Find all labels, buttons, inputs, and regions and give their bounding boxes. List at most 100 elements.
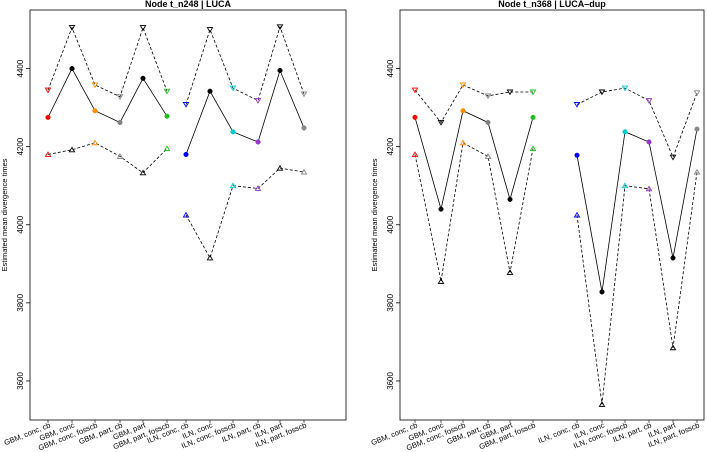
data-point-mean	[694, 126, 700, 132]
data-point-lower	[206, 254, 214, 261]
data-point-upper	[693, 90, 701, 97]
data-point-mean	[277, 67, 283, 74]
data-point-lower	[529, 145, 537, 152]
series-line-lower	[414, 142, 534, 282]
data-point-lower	[300, 168, 308, 175]
y-tick-label: 4400	[386, 59, 395, 77]
data-point-upper	[116, 94, 124, 100]
chart-panel-2: Node t_n368 | LUCA–dup Estimated mean div…	[370, 0, 705, 452]
data-point-upper	[411, 87, 419, 94]
data-point-upper	[300, 91, 308, 98]
data-point-lower	[669, 344, 677, 351]
data-point-upper	[139, 25, 147, 31]
data-point-lower	[645, 185, 653, 192]
data-point-lower	[598, 401, 606, 407]
chart-title: Node t_n368 | LUCA–dup	[498, 0, 606, 9]
plot-frame	[399, 9, 705, 421]
series-line-mean	[414, 110, 534, 210]
data-point-lower	[68, 146, 76, 153]
data-point-mean	[530, 114, 536, 120]
data-point-upper	[206, 27, 214, 33]
data-point-upper	[459, 82, 467, 89]
series-line-mean	[47, 67, 168, 123]
data-point-mean	[438, 206, 444, 212]
series-line-lower	[47, 142, 168, 174]
data-point-lower	[693, 168, 701, 175]
data-point-lower	[44, 151, 52, 157]
series-line-lower	[576, 171, 698, 405]
y-tick-label: 4400	[16, 59, 25, 77]
data-point-lower	[116, 153, 124, 159]
data-point-lower	[484, 153, 492, 159]
data-point-lower	[163, 145, 171, 152]
data-point-mean	[622, 129, 628, 135]
data-point-lower	[182, 211, 190, 218]
data-point-upper	[91, 82, 99, 89]
data-point-mean	[485, 119, 491, 126]
data-point-upper	[44, 87, 52, 94]
y-tick-label: 3800	[16, 293, 25, 311]
data-point-upper	[229, 85, 237, 92]
y-tick-label: 4000	[16, 215, 25, 233]
data-point-mean	[183, 151, 189, 158]
data-point-upper	[598, 89, 606, 96]
data-point-mean	[117, 119, 123, 126]
series-line-upper	[185, 25, 305, 105]
plot-frame	[29, 9, 347, 421]
data-point-lower	[621, 182, 629, 189]
y-tick-label: 4200	[386, 137, 395, 155]
data-point-upper	[182, 102, 190, 108]
data-point-upper	[254, 98, 262, 104]
y-tick-label: 3800	[386, 293, 395, 311]
chart-title: Node t_n248 | LUCA	[145, 0, 232, 9]
data-point-upper	[163, 88, 171, 95]
data-point-mean	[574, 152, 580, 158]
series-line-upper	[576, 87, 698, 159]
data-point-mean	[207, 88, 213, 94]
data-point-lower	[437, 278, 445, 284]
data-point-mean	[164, 113, 170, 119]
data-point-mean	[255, 139, 261, 145]
series-line-upper	[414, 84, 533, 124]
data-point-mean	[140, 75, 146, 81]
y-tick-label: 3600	[16, 372, 25, 390]
data-point-mean	[599, 289, 605, 295]
data-point-mean	[230, 129, 236, 135]
data-point-upper	[573, 102, 581, 108]
data-point-upper	[529, 89, 537, 96]
y-tick-label: 3600	[386, 372, 395, 390]
data-point-mean	[69, 66, 75, 72]
data-point-lower	[91, 139, 99, 146]
data-point-lower	[506, 269, 514, 275]
data-point-lower	[254, 185, 262, 191]
data-point-lower	[459, 139, 467, 146]
chart-panel-1: Node t_n248 | LUCA Estimated mean diverge…	[0, 0, 347, 452]
data-point-mean	[301, 125, 307, 131]
data-point-lower	[276, 164, 284, 171]
data-point-upper	[645, 98, 653, 104]
data-point-mean	[670, 255, 676, 261]
series-line-lower	[185, 167, 305, 259]
data-point-lower	[229, 182, 237, 189]
series-line-upper	[47, 26, 168, 98]
data-point-upper	[68, 25, 76, 31]
data-point-mean	[646, 139, 652, 145]
data-point-mean	[460, 108, 466, 114]
data-point-lower	[139, 169, 147, 176]
data-point-upper	[437, 120, 445, 126]
y-axis-label: Estimated mean divergence times	[0, 158, 9, 271]
data-point-mean	[45, 114, 51, 120]
data-point-upper	[669, 154, 677, 161]
data-point-upper	[484, 93, 492, 100]
data-point-mean	[92, 108, 98, 114]
data-point-upper	[621, 85, 629, 92]
data-point-lower	[573, 211, 581, 218]
data-point-lower	[411, 151, 419, 157]
y-tick-label: 4000	[386, 215, 395, 233]
data-point-mean	[507, 196, 513, 202]
data-point-mean	[412, 114, 418, 120]
data-point-upper	[276, 24, 284, 31]
data-point-upper	[506, 89, 514, 96]
y-tick-label: 4200	[16, 137, 25, 155]
